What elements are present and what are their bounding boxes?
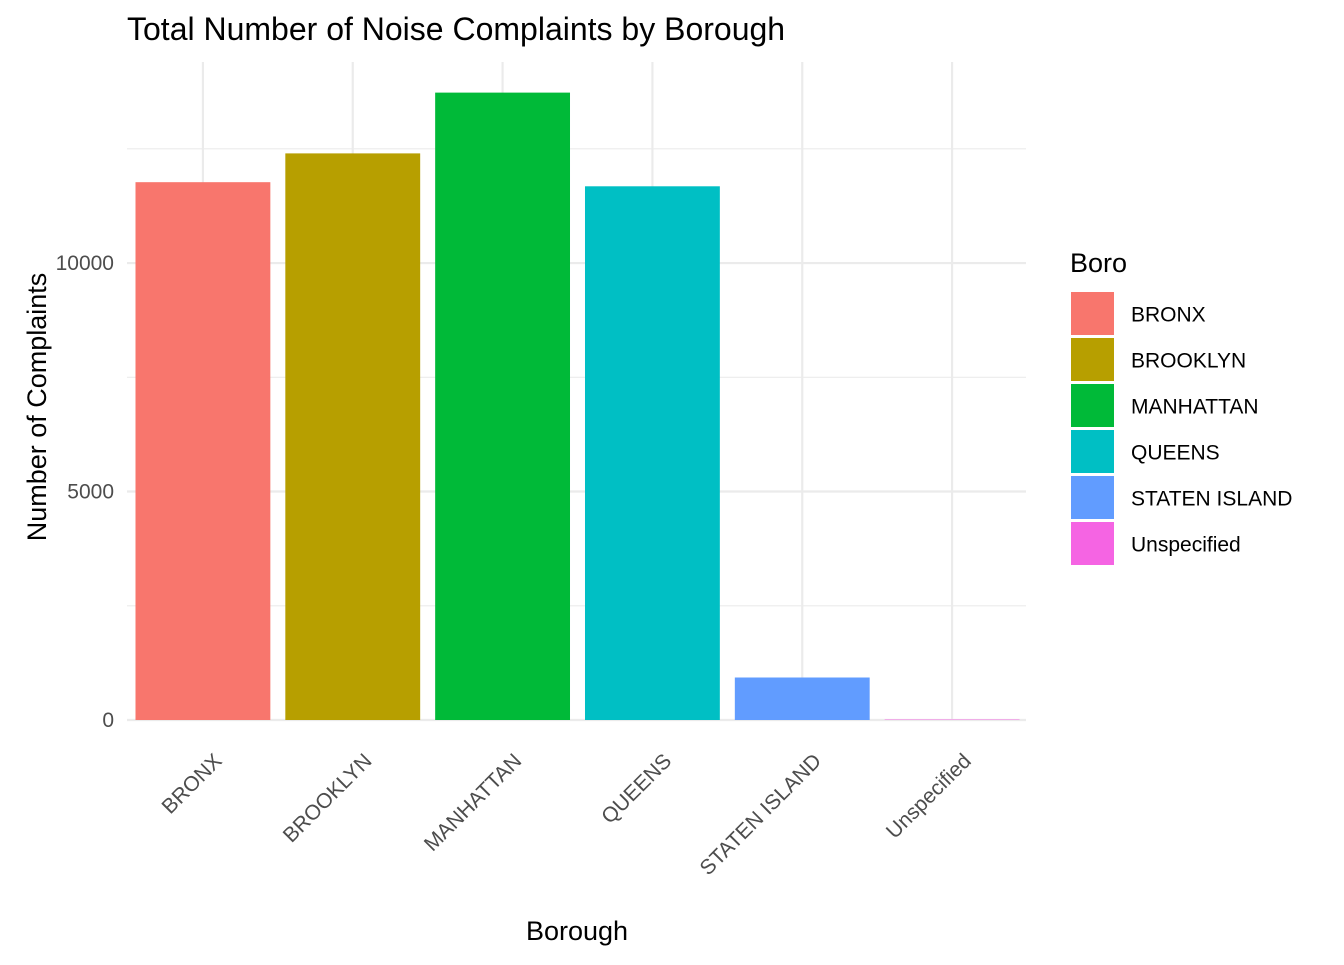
y-tick-label: 5000: [67, 481, 114, 504]
legend: Boro BRONX BROOKLYN MANHATTAN QUEENS STATEN …: [1070, 248, 1292, 565]
legend-key: [1071, 338, 1114, 381]
x-tick-label: BRONX: [158, 749, 227, 818]
legend-label: Unspecified: [1131, 534, 1241, 557]
legend-label: BROOKLYN: [1131, 350, 1246, 373]
y-axis-title: Number of Complaints: [22, 273, 52, 542]
x-tick-label: QUEENS: [597, 749, 676, 828]
legend-label: STATEN ISLAND: [1131, 488, 1292, 511]
bar-bronx: [135, 182, 270, 720]
bar-manhattan: [435, 93, 570, 720]
legend-label: BRONX: [1131, 304, 1206, 327]
legend-key: [1071, 430, 1114, 473]
bar-staten-island: [735, 678, 870, 720]
x-tick-label: MANHATTAN: [420, 749, 526, 855]
x-tick-label: Unspecified: [882, 749, 976, 843]
legend-label: QUEENS: [1131, 442, 1220, 465]
bar-brooklyn: [285, 153, 420, 720]
legend-key: [1071, 522, 1114, 565]
bars-layer: [135, 93, 1019, 720]
legend-key: [1071, 384, 1114, 427]
legend-title: Boro: [1070, 248, 1127, 278]
x-axis-title: Borough: [526, 916, 628, 946]
chart-title: Total Number of Noise Complaints by Boro…: [127, 11, 785, 47]
x-tick-label: STATEN ISLAND: [696, 749, 826, 879]
x-tick-label: BROOKLYN: [279, 749, 377, 847]
y-tick-label: 0: [102, 709, 114, 732]
y-tick-label: 10000: [56, 252, 114, 275]
legend-key: [1071, 292, 1114, 335]
legend-label: MANHATTAN: [1131, 396, 1259, 419]
bar-queens: [585, 186, 720, 720]
legend-key: [1071, 476, 1114, 519]
